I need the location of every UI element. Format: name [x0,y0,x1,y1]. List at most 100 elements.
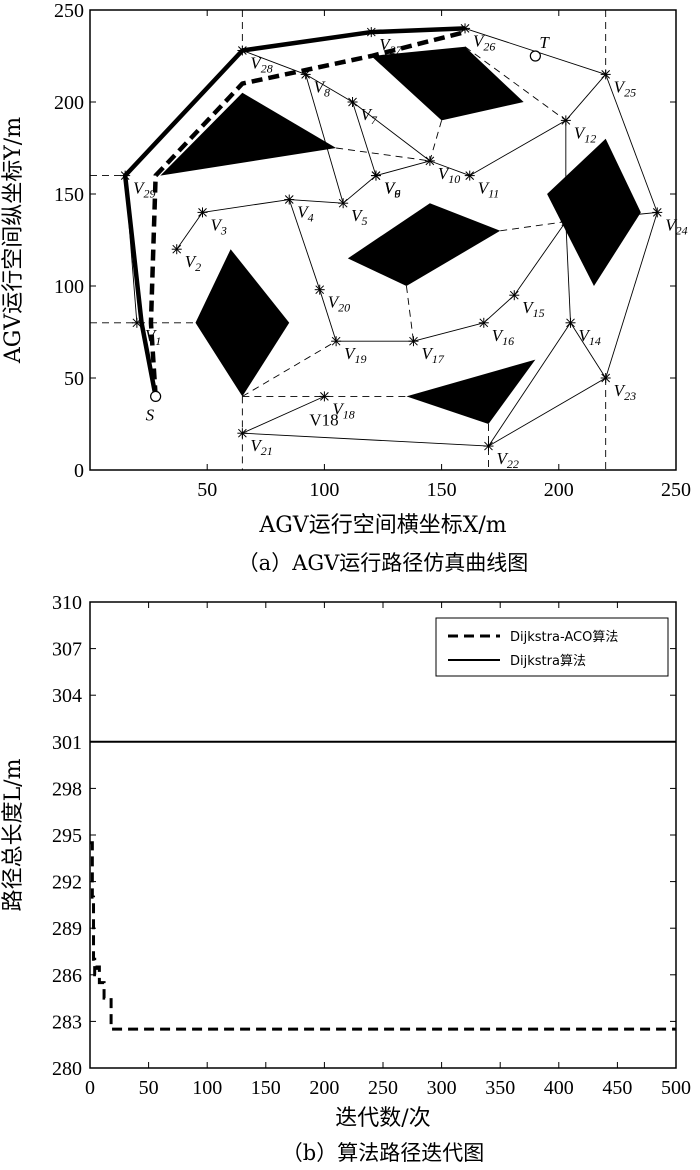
vertex-marker [284,194,295,205]
vertex-label: V16 [492,326,514,348]
marker-stroke [315,285,325,295]
graph-edge [202,199,290,213]
target-label: T [539,33,550,52]
graph-edge [352,101,377,176]
legend-label-dijkstra: Dijkstra算法 [510,654,586,669]
graph-edge [429,160,470,177]
y-tick-label-b: 283 [52,1011,82,1033]
graph-edge [488,377,606,447]
vertex-marker [237,45,248,56]
vertex-label: V14 [579,326,601,348]
x-tick-label-a: 100 [309,479,339,501]
vertex-label: V17 [421,344,444,366]
marker-stroke [484,441,493,451]
y-tick-label-b: 295 [52,825,82,847]
vertex-label: V4 [297,203,313,225]
series-layer [90,740,676,1031]
vertex-label: V1 [145,326,161,348]
vertex-label: V29 [133,179,155,201]
marker-stroke [366,27,376,37]
graph-edge [176,212,203,250]
vertex-marker [600,373,611,383]
guide-line [242,340,337,397]
graph-edge [352,101,431,162]
graph-edge [413,322,484,342]
vertex-marker [120,170,131,181]
caption-a: （a）AGV运行路径仿真曲线图 [238,551,529,575]
iteration-plot: 0 50 100 150 200 250 300 350 400 450 500 280 283 286 2… [1,592,691,1165]
y-tick-label-a: 150 [54,184,84,206]
vertex-marker [370,170,381,181]
vertex-label: V27 [379,35,402,57]
y-tick-label-b: 298 [52,778,82,800]
marker-stroke [331,336,341,346]
vertex-marker [197,207,208,218]
graph-edge [605,212,658,379]
obstacle [371,46,524,121]
vertex-marker [460,23,471,34]
marker-stroke [509,290,519,300]
graph-edge [513,221,567,296]
vertex-label: V25 [614,77,636,99]
y-tick-label-b: 307 [52,639,82,661]
vertex-label: V22 [496,449,518,471]
x-tick-label-b: 500 [661,1077,691,1099]
vertex-marker [652,207,663,218]
vertex-label: V28 [250,53,272,75]
vertex-label: V7 [361,105,378,127]
guide-line [500,221,566,232]
vertex-marker [483,441,494,452]
x-tick-label-b: 450 [602,1077,632,1099]
vertex-marker [338,198,349,209]
legend-label-aco: Dijkstra-ACO算法 [510,630,618,645]
y-tick-label-a: 50 [64,368,84,390]
graph-edge [305,74,353,103]
vertex-marker [408,336,419,347]
caption-b: （b）算法路径迭代图 [282,1141,484,1165]
path-layer [122,26,466,397]
legend: Dijkstra-ACO算法 Dijkstra算法 [435,617,669,677]
graph-edge [319,289,337,342]
x-tick-label-b: 350 [485,1077,515,1099]
vertex-marker [478,317,489,328]
vertex-label: V10 [438,164,460,186]
marker-stroke [566,318,575,328]
vertex-marker [331,336,342,347]
guide-line [429,120,443,162]
marker-stroke [338,198,348,208]
graph-edge [469,120,567,176]
x-tick-label-b: 50 [139,1077,159,1099]
graph-edge [242,395,325,434]
obstacle [160,92,337,176]
marker-stroke [132,318,142,328]
marker-stroke [652,208,662,217]
marker-stroke [120,171,130,180]
guide-line [405,285,414,342]
vertex-label: V3 [211,215,227,237]
marker-stroke [301,70,311,79]
marker-stroke [238,428,247,438]
extra-vertex-label: V18 [309,410,338,429]
x-tick-label-a: 50 [197,479,217,501]
marker-stroke [320,392,329,401]
x-axis-label-a: AGV运行空间横坐标X/m [258,513,506,538]
marker-stroke [561,116,571,125]
marker-stroke [561,217,571,226]
x-tick-label-b: 250 [368,1077,398,1099]
y-tick-label-b: 301 [52,732,82,754]
graph-edge [483,294,515,324]
vertex-marker [509,290,520,301]
path-dijkstra-aco [148,29,466,397]
start-label: S [146,405,155,424]
vertex-label: V15 [522,298,544,320]
legend-box [435,617,669,677]
axis-ticks-b: 0 50 100 150 200 250 300 350 400 450 500 280 283 286 2… [52,592,691,1099]
vertex-marker [424,155,435,166]
obstacle-layer [160,46,641,424]
vertex-marker [314,284,325,295]
marker-stroke [238,46,247,55]
graph-edge [565,74,607,121]
vertex-marker [319,391,330,402]
vertex-marker [171,244,182,255]
